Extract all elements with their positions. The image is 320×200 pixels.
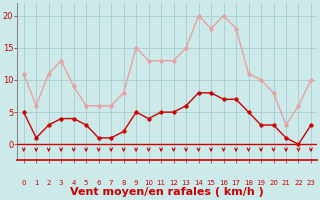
X-axis label: Vent moyen/en rafales ( km/h ): Vent moyen/en rafales ( km/h ) (70, 187, 264, 197)
